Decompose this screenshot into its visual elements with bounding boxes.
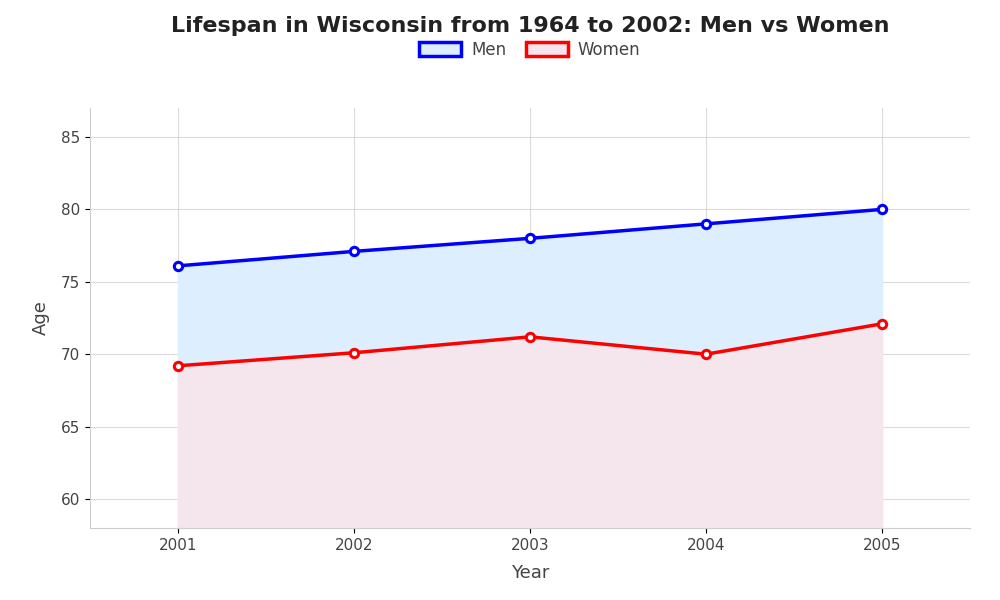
X-axis label: Year: Year (511, 564, 549, 582)
Legend: Men, Women: Men, Women (419, 41, 641, 59)
Title: Lifespan in Wisconsin from 1964 to 2002: Men vs Women: Lifespan in Wisconsin from 1964 to 2002:… (171, 16, 889, 35)
Y-axis label: Age: Age (32, 301, 50, 335)
